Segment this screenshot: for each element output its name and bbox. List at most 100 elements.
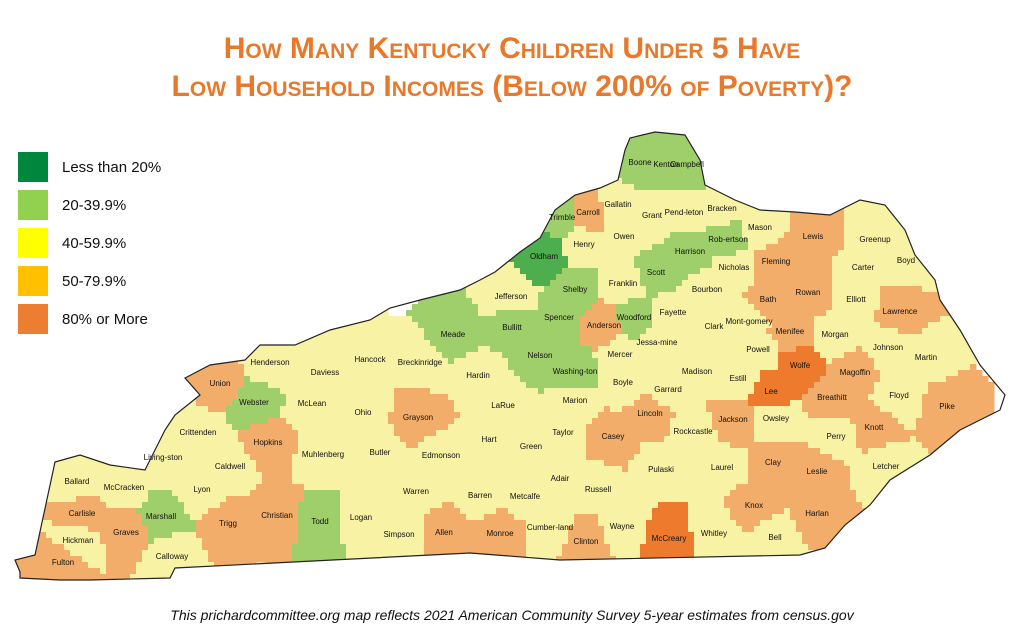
county-region [418, 424, 425, 431]
county-region [934, 370, 941, 377]
county-region [430, 430, 437, 437]
county-region [970, 358, 977, 365]
county-region [832, 418, 839, 425]
county-region [844, 358, 851, 365]
county-region [412, 322, 419, 329]
county-region [544, 304, 551, 311]
county-region [316, 442, 323, 449]
county-region [664, 328, 671, 335]
county-region [622, 190, 629, 197]
county-region [544, 244, 551, 251]
county-region [970, 394, 977, 401]
county-region [514, 322, 521, 329]
county-region [556, 310, 563, 317]
county-region [544, 328, 551, 335]
county-region [820, 352, 827, 359]
county-region [718, 256, 725, 263]
county-region [580, 328, 587, 335]
county-region [778, 340, 785, 347]
county-region [640, 238, 647, 245]
county-region [436, 430, 443, 437]
county-region [868, 436, 875, 443]
county-region [472, 412, 479, 419]
county-region [496, 328, 503, 335]
county-region [658, 304, 665, 311]
county-region [652, 256, 659, 263]
county-region [610, 286, 617, 293]
county-region [904, 394, 911, 401]
county-region [778, 262, 785, 269]
county-region [688, 310, 695, 317]
county-region [934, 394, 941, 401]
county-region [604, 436, 611, 443]
county-region [748, 208, 755, 215]
county-region [592, 382, 599, 389]
county-region [610, 250, 617, 257]
county-region [916, 382, 923, 389]
county-region [454, 328, 461, 335]
county-region [568, 232, 575, 239]
county-region [832, 352, 839, 359]
county-region [472, 406, 479, 413]
county-region [412, 394, 419, 401]
county-region [502, 298, 509, 305]
county-region [688, 256, 695, 263]
county-region [640, 250, 647, 257]
county-region [790, 412, 797, 419]
county-region [700, 310, 707, 317]
county-region [682, 370, 689, 377]
county-region [910, 418, 917, 425]
county-region [664, 304, 671, 311]
county-region [946, 376, 953, 383]
county-region [130, 436, 137, 443]
county-region [160, 400, 167, 407]
county-region [628, 190, 635, 197]
county-region [532, 226, 539, 233]
county-region [430, 322, 437, 329]
county-region [928, 280, 935, 287]
county-region [772, 424, 779, 431]
county-region [412, 418, 419, 425]
county-region [688, 382, 695, 389]
county-region [622, 232, 629, 239]
county-region [706, 382, 713, 389]
county-region [382, 436, 389, 443]
county-region [784, 370, 791, 377]
county-region [712, 190, 719, 197]
county-region [376, 358, 383, 365]
county-region [550, 190, 557, 197]
county-region [952, 340, 959, 347]
county-region [490, 304, 497, 311]
county-region [490, 250, 497, 257]
county-region [808, 424, 815, 431]
county-region [808, 196, 815, 203]
county-region [766, 238, 773, 245]
county-region [460, 442, 467, 449]
county-region [694, 340, 701, 347]
county-region [832, 364, 839, 371]
county-region [862, 376, 869, 383]
county-region [394, 400, 401, 407]
county-region [850, 430, 857, 437]
county-region [556, 436, 563, 443]
county-region [604, 286, 611, 293]
county-region [742, 340, 749, 347]
county-region [550, 442, 557, 449]
county-region [436, 304, 443, 311]
county-region [790, 388, 797, 395]
county-region [436, 406, 443, 413]
county-region [598, 220, 605, 227]
county-region [334, 394, 341, 401]
county-region [436, 364, 443, 371]
county-region [874, 394, 881, 401]
county-region [922, 226, 929, 233]
county-region [520, 214, 527, 221]
county-region [364, 388, 371, 395]
county-region [622, 436, 629, 443]
county-region [328, 388, 335, 395]
county-region [334, 424, 341, 431]
county-region [736, 214, 743, 221]
county-region [592, 256, 599, 263]
county-region [196, 436, 203, 443]
county-region [754, 412, 761, 419]
